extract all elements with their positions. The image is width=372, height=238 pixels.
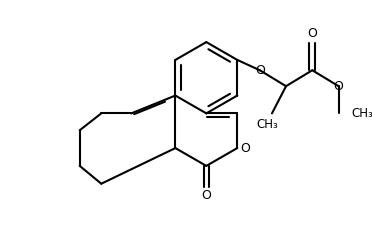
- Text: O: O: [307, 27, 317, 40]
- Text: O: O: [255, 64, 265, 77]
- Text: O: O: [201, 189, 211, 202]
- Text: O: O: [334, 80, 343, 93]
- Text: CH₃: CH₃: [352, 107, 372, 120]
- Text: O: O: [240, 142, 250, 154]
- Text: CH₃: CH₃: [256, 118, 278, 131]
